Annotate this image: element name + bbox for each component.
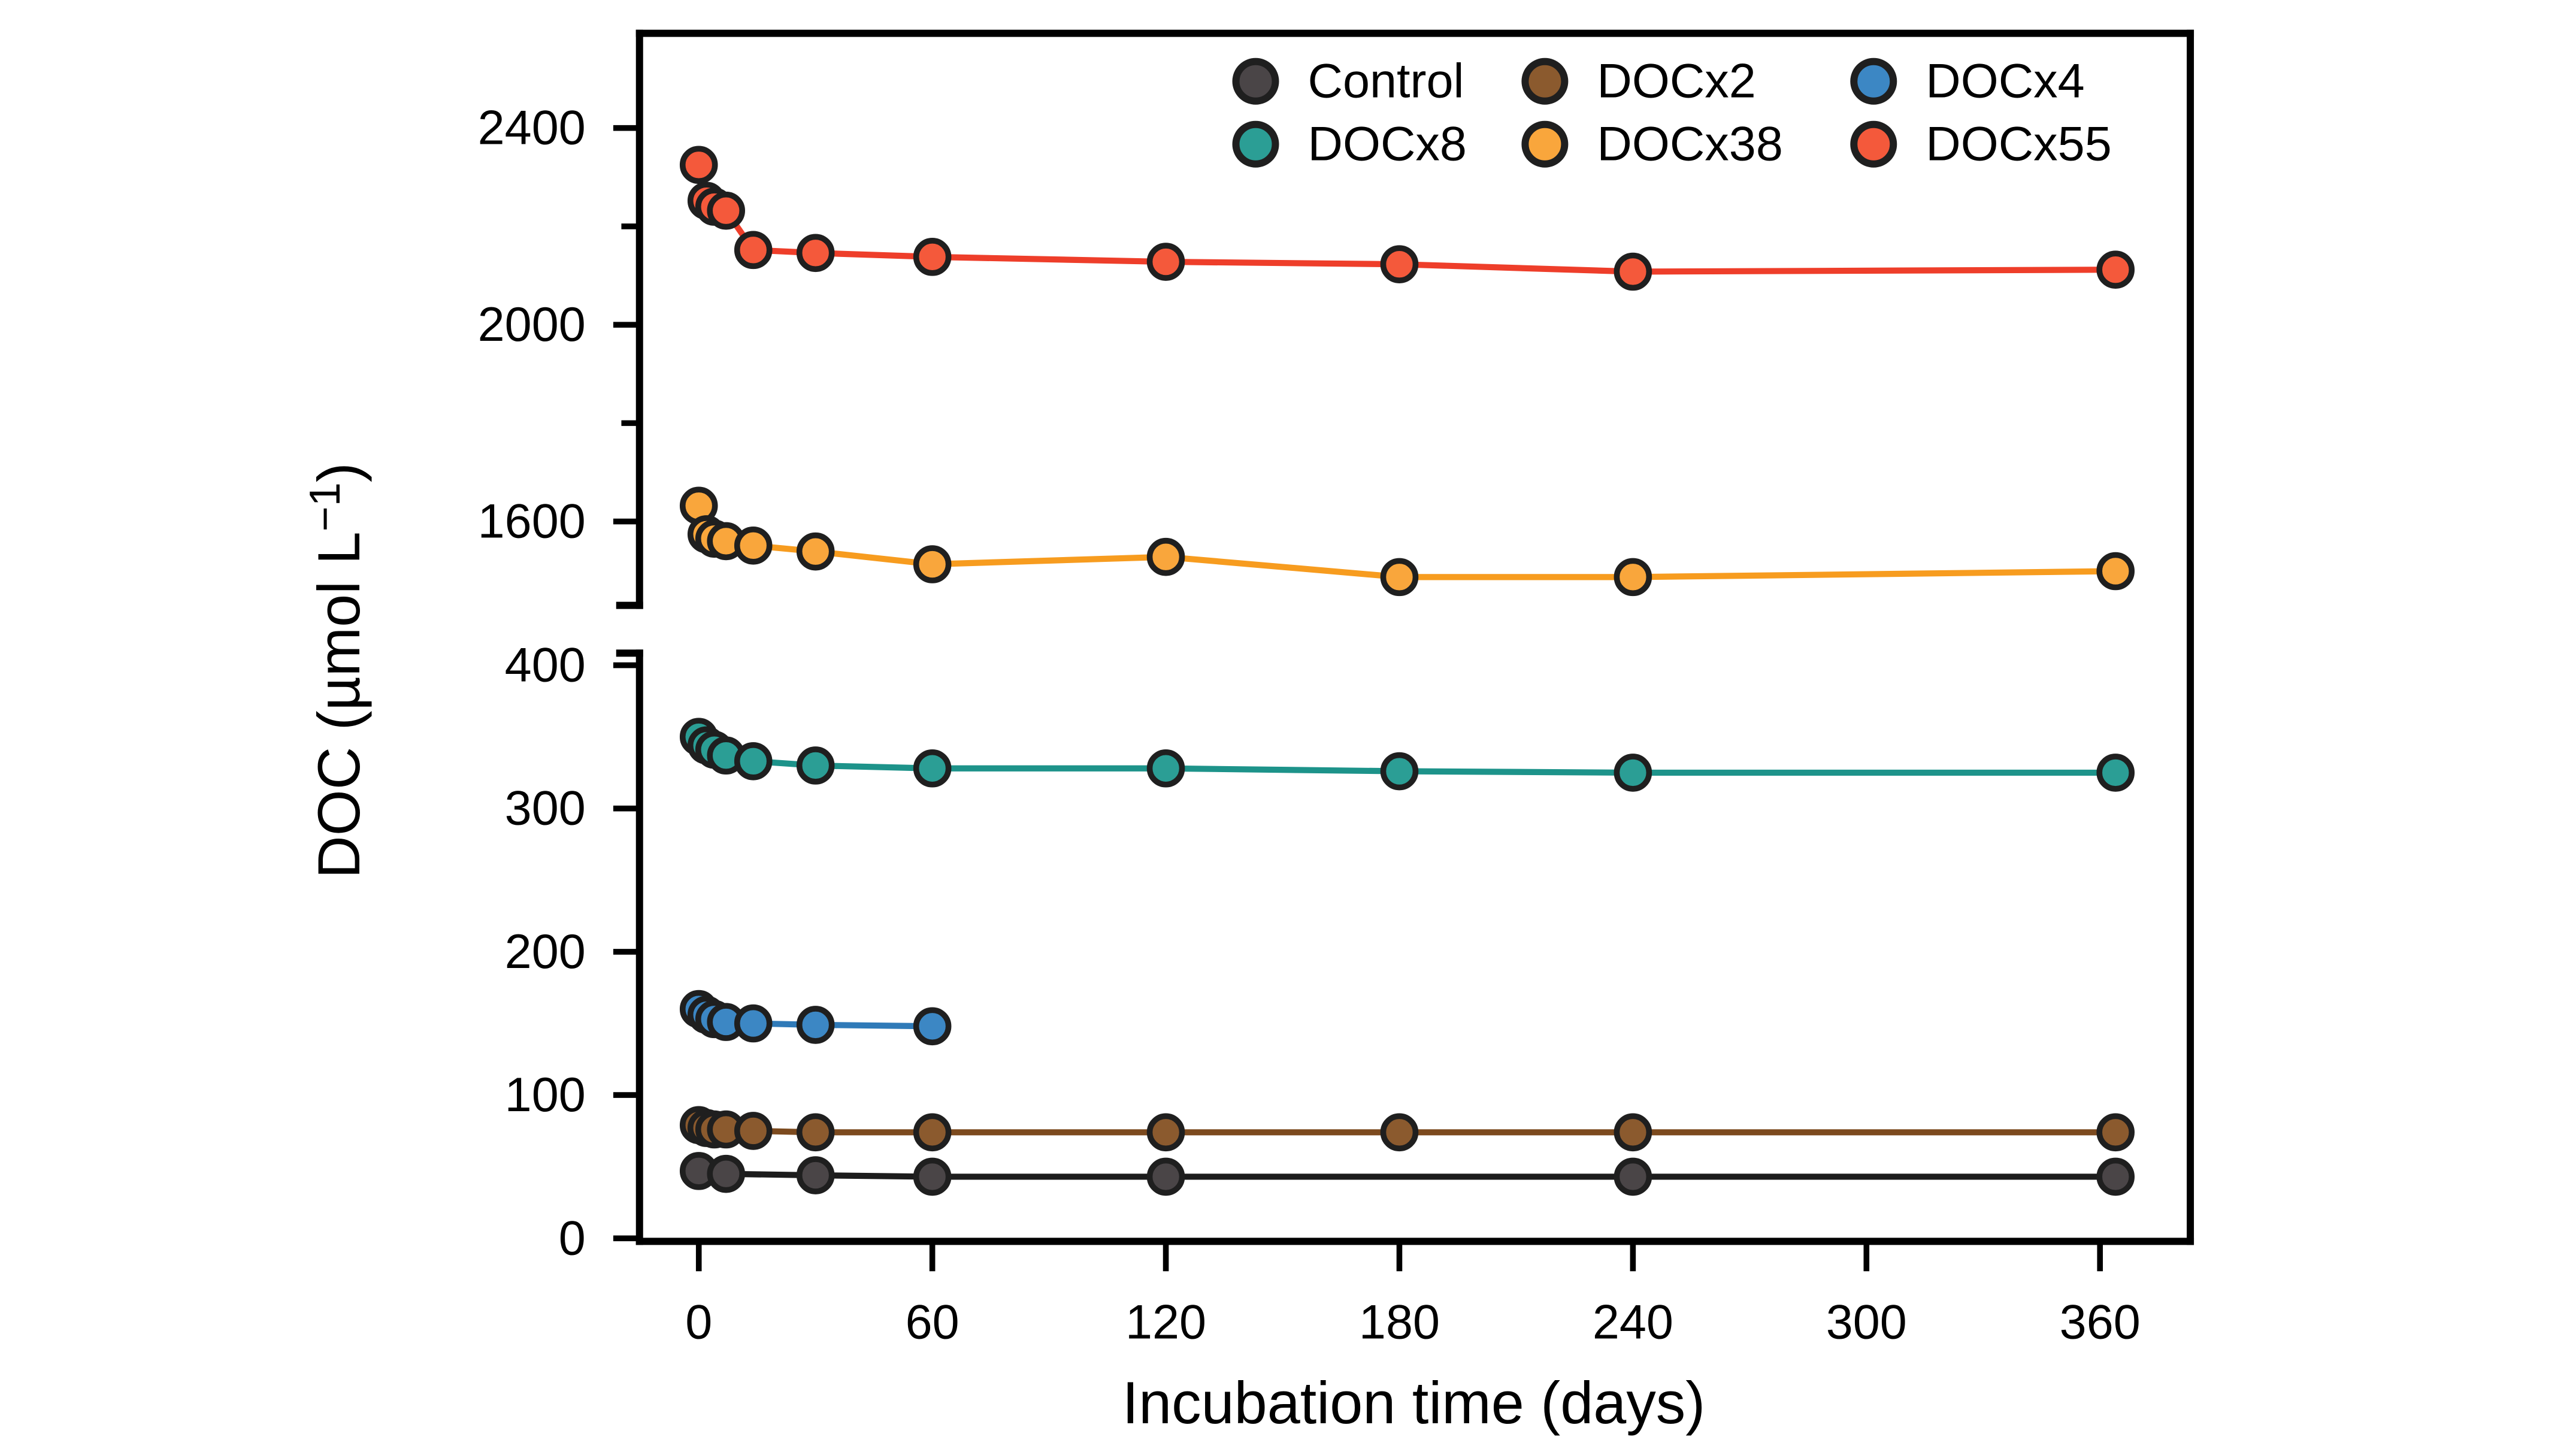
x-tick-label-120: 120 [1125, 1295, 1206, 1349]
x-tick-label-60: 60 [906, 1295, 959, 1349]
series-control-point-day-364 [2096, 1157, 2135, 1196]
series-docx55-point-day-60 [913, 238, 952, 276]
series-docx2-point-day-120 [1146, 1113, 1185, 1152]
series-docx38-point-day-120 [1146, 537, 1185, 576]
series-docx8-point-day-364 [2096, 754, 2135, 792]
series-docx2-point-day-364 [2096, 1113, 2135, 1152]
legend-item-docx38: DOCx38 [1521, 117, 1783, 171]
y-tick-label-bottom-400: 400 [505, 639, 586, 692]
series-docx8-point-day-30 [796, 746, 835, 785]
legend-item-docx55: DOCx55 [1850, 117, 2112, 171]
series-docx55-point-day-364 [2096, 250, 2135, 289]
series-docx55-point-day-0 [679, 146, 718, 184]
legend-marker-docx8-icon [1232, 120, 1279, 168]
series-control-line [695, 1167, 2119, 1180]
x-axis-title: Incubation time (days) [1122, 1369, 1706, 1436]
legend-item-docx2: DOCx2 [1521, 55, 1756, 108]
y-tick-label-top-1600: 1600 [478, 495, 586, 549]
legend: Control DOCx2 DOCx4 DOCx8 DOCx38 DOCx55 [1232, 55, 2112, 171]
legend-label-docx8: DOCx8 [1307, 117, 1466, 171]
series-docx2-point-day-180 [1380, 1113, 1419, 1152]
series-control-point-day-30 [796, 1156, 835, 1194]
x-tick-label-240: 240 [1593, 1295, 1673, 1349]
legend-label-docx4: DOCx4 [1926, 55, 2084, 108]
x-tick-label-0: 0 [685, 1295, 712, 1349]
series-docx55-point-day-240 [1614, 252, 1652, 291]
series-docx38-point-day-364 [2096, 552, 2135, 591]
series-docx55-point-day-7 [707, 191, 746, 230]
legend-item-docx4: DOCx4 [1850, 55, 2085, 108]
legend-marker-control-icon [1232, 58, 1279, 105]
y-axis-title: DOC (µmol L−1) [301, 462, 372, 878]
series-docx8-point-day-60 [913, 749, 952, 788]
series-docx55-point-day-120 [1146, 243, 1185, 281]
series-docx8-point-day-120 [1146, 749, 1185, 788]
x-tick-label-180: 180 [1359, 1295, 1440, 1349]
legend-marker-docx38-icon [1521, 120, 1569, 168]
series-docx55-point-day-14 [734, 231, 773, 270]
legend-label-docx2: DOCx2 [1597, 55, 1755, 108]
series-control-point-day-7 [707, 1154, 746, 1193]
y-tick-label-bottom-0: 0 [559, 1211, 586, 1265]
series-docx8-point-day-180 [1380, 752, 1419, 791]
legend-marker-docx2-icon [1521, 58, 1569, 105]
y-tick-label-top-2400: 2400 [478, 101, 586, 155]
x-tick-label-360: 360 [2060, 1295, 2141, 1349]
legend-label-docx55: DOCx55 [1926, 117, 2111, 171]
series-docx2-point-day-60 [913, 1113, 952, 1152]
legend-marker-docx4-icon [1850, 58, 1897, 105]
legend-item-control: Control [1232, 55, 1464, 108]
series-docx2-point-day-14 [734, 1112, 773, 1150]
y-tick-label-bottom-100: 100 [505, 1068, 586, 1122]
series-docx2-point-day-30 [796, 1113, 835, 1152]
series-docx2-point-day-240 [1614, 1113, 1652, 1152]
series-docx8-point-day-14 [734, 742, 773, 781]
series-docx38-point-day-60 [913, 545, 952, 583]
legend-label-docx38: DOCx38 [1597, 117, 1782, 171]
series-control-point-day-120 [1146, 1157, 1185, 1196]
series-docx4-point-day-60 [913, 1007, 952, 1046]
y-tick-label-bottom-200: 200 [505, 925, 586, 979]
y-tick-label-top-2000: 2000 [478, 298, 586, 352]
y-tick-label-bottom-300: 300 [505, 782, 586, 836]
x-tick-label-300: 300 [1826, 1295, 1907, 1349]
series-docx4-point-day-30 [796, 1006, 835, 1044]
series-docx38-point-day-14 [734, 527, 773, 565]
series-docx38-point-day-30 [796, 532, 835, 571]
series-docx38-point-day-240 [1614, 558, 1652, 597]
series-docx4-point-day-14 [734, 1004, 773, 1043]
legend-item-docx8: DOCx8 [1232, 117, 1467, 171]
series-docx8-point-day-240 [1614, 754, 1652, 792]
legend-marker-docx55-icon [1850, 120, 1897, 168]
legend-label-control: Control [1307, 55, 1464, 108]
series-docx55-point-day-30 [796, 234, 835, 273]
series-control-point-day-240 [1614, 1157, 1652, 1196]
series-docx38-point-day-180 [1380, 558, 1419, 597]
series-control-point-day-60 [913, 1157, 952, 1196]
series-docx55-point-day-180 [1380, 245, 1419, 283]
